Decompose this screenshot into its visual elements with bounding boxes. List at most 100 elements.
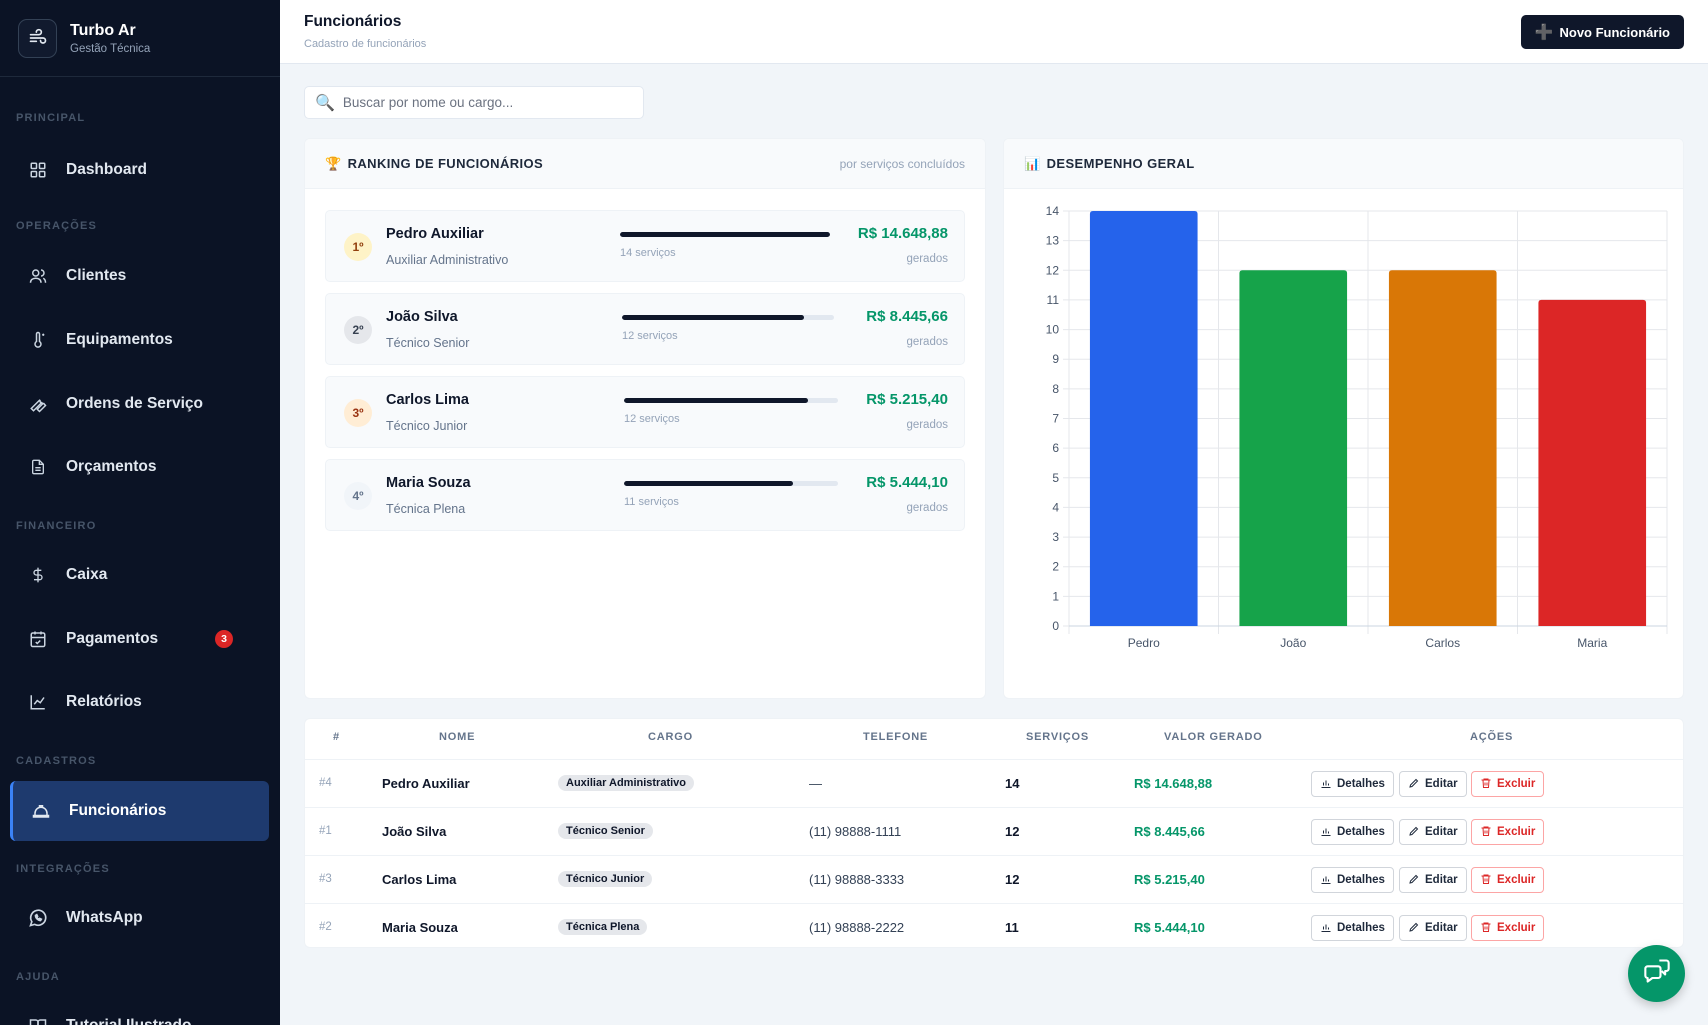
ranking-title: RANKING DE FUNCIONÁRIOS (347, 156, 544, 171)
grid-icon (28, 160, 48, 180)
sidebar-item-clientes[interactable]: Clientes (10, 246, 269, 306)
cell-value: R$ 5.444,10 (1134, 920, 1205, 935)
ranking-item[interactable]: 2º João Silva Técnico Senior 12 serviços… (325, 293, 965, 365)
sidebar-item-relatorios[interactable]: Relatórios (10, 672, 269, 732)
delete-label: Excluir (1497, 922, 1536, 934)
x-tick-label: João (1280, 636, 1306, 650)
new-employee-button[interactable]: ➕ Novo Funcionário (1520, 15, 1684, 49)
y-tick-label: 0 (1052, 619, 1059, 633)
edit-button[interactable]: Editar (1399, 867, 1467, 893)
sidebar: Turbo Ar Gestão Técnica PRINCIPAL Dashbo… (0, 0, 280, 1025)
wrench-icon (28, 394, 48, 414)
delete-button[interactable]: Excluir (1471, 771, 1545, 797)
col-header-nome: NOME (439, 731, 476, 743)
bar-chart-icon (1320, 921, 1337, 936)
delete-button[interactable]: Excluir (1471, 915, 1545, 941)
search-input[interactable] (342, 95, 633, 110)
col-header-cargo: CARGO (648, 731, 693, 743)
bar-maria[interactable] (1538, 299, 1647, 626)
table-row[interactable]: #3 Carlos Lima Técnico Junior (11) 98888-33… (305, 855, 1683, 903)
y-tick-label: 3 (1052, 530, 1059, 544)
rank-role: Técnica Plena (386, 502, 466, 516)
col-header-servicos: SERVIÇOS (1026, 731, 1090, 743)
y-tick-label: 7 (1052, 412, 1059, 426)
sidebar-item-label: Equipamentos (66, 331, 173, 348)
edit-button[interactable]: Editar (1399, 915, 1467, 941)
edit-button[interactable]: Editar (1399, 819, 1467, 845)
employees-table: # NOME CARGO TELEFONE SERVIÇOS VALOR GER… (304, 718, 1684, 948)
cell-services: 11 (1005, 920, 1019, 935)
section-financeiro: FINANCEIRO (16, 520, 97, 532)
delete-button[interactable]: Excluir (1471, 819, 1545, 845)
search-box[interactable]: 🔍 (304, 86, 644, 119)
rank-value: R$ 5.444,10 (866, 474, 948, 491)
sidebar-item-ordens[interactable]: Ordens de Serviço (10, 374, 269, 434)
ranking-item[interactable]: 1º Pedro Auxiliar Auxiliar Administrativ… (325, 210, 965, 282)
bar-carlos[interactable] (1388, 270, 1497, 626)
sidebar-item-caixa[interactable]: Caixa (10, 545, 269, 605)
ranking-item[interactable]: 4º Maria Souza Técnica Plena 11 serviços… (325, 459, 965, 531)
cell-id: #4 (319, 777, 332, 789)
sidebar-item-label: Tutorial Ilustrado (66, 1017, 191, 1025)
delete-button[interactable]: Excluir (1471, 867, 1545, 893)
rank-generated: gerados (906, 502, 948, 514)
sidebar-item-orcamentos[interactable]: Orçamentos (10, 437, 269, 497)
sidebar-item-whatsapp[interactable]: WhatsApp (10, 888, 269, 948)
edit-button[interactable]: Editar (1399, 771, 1467, 797)
rank-name: Pedro Auxiliar (386, 226, 484, 242)
cell-name: Carlos Lima (382, 872, 457, 887)
bar-pedro[interactable] (1089, 211, 1198, 626)
sidebar-item-label: Funcionários (69, 802, 167, 819)
details-button[interactable]: Detalhes (1311, 867, 1394, 893)
sidebar-item-funcionarios[interactable]: Funcionários (10, 781, 269, 841)
rank-progress (622, 315, 834, 320)
trash-icon (1480, 921, 1497, 936)
rank-name: Carlos Lima (386, 392, 469, 408)
delete-label: Excluir (1497, 826, 1536, 838)
brand-name: Turbo Ar (70, 21, 136, 39)
sidebar-item-pagamentos[interactable]: Pagamentos 3 (10, 609, 269, 669)
cell-id: #3 (319, 873, 332, 885)
sidebar-item-dashboard[interactable]: Dashboard (10, 140, 269, 200)
table-row[interactable]: #1 João Silva Técnico Senior (11) 98888-111… (305, 807, 1683, 855)
y-tick-label: 13 (1046, 234, 1060, 248)
y-tick-label: 6 (1052, 441, 1059, 455)
trash-icon (1480, 777, 1497, 792)
sidebar-item-label: Dashboard (66, 161, 147, 178)
role-badge: Técnico Senior (558, 823, 653, 839)
bar-chart-icon (1320, 873, 1337, 888)
ranking-item[interactable]: 3º Carlos Lima Técnico Junior 12 serviço… (325, 376, 965, 448)
ranking-note: por serviços concluídos (839, 156, 965, 171)
pencil-icon (1408, 873, 1425, 888)
details-button[interactable]: Detalhes (1311, 771, 1394, 797)
page-subtitle: Cadastro de funcionários (304, 38, 427, 50)
sidebar-item-tutorial[interactable]: Tutorial Ilustrado (10, 996, 269, 1025)
details-button[interactable]: Detalhes (1311, 915, 1394, 941)
calendar-check-icon (28, 629, 48, 649)
sidebar-item-equipamentos[interactable]: Equipamentos (10, 310, 269, 370)
cell-phone: (11) 98888-2222 (809, 920, 905, 935)
cell-services: 14 (1005, 776, 1020, 791)
sidebar-item-label: Ordens de Serviço (66, 395, 203, 412)
ranking-card: 🏆 RANKING DE FUNCIONÁRIOS por serviços co… (304, 138, 986, 699)
bar-joão[interactable] (1239, 270, 1348, 626)
delete-label: Excluir (1497, 778, 1536, 790)
table-row[interactable]: #4 Pedro Auxiliar Auxiliar Administrativo —… (305, 759, 1683, 807)
rank-position: 3º (344, 399, 372, 427)
y-tick-label: 1 (1052, 589, 1059, 603)
wind-icon (18, 18, 57, 58)
pencil-icon (1408, 921, 1425, 936)
details-button[interactable]: Detalhes (1311, 819, 1394, 845)
bar-chart-icon (1320, 777, 1337, 792)
y-tick-label: 11 (1047, 293, 1060, 307)
table-row[interactable]: #2 Maria Souza Técnica Plena (11) 98888-222… (305, 903, 1683, 947)
rank-generated: gerados (906, 253, 948, 265)
section-integracoes: INTEGRAÇÕES (16, 863, 110, 875)
cell-name: Maria Souza (382, 920, 458, 935)
edit-label: Editar (1425, 778, 1458, 790)
role-badge: Auxiliar Administrativo (558, 775, 695, 791)
brand[interactable]: Turbo Ar Gestão Técnica (0, 0, 280, 77)
cell-services: 12 (1005, 872, 1020, 887)
chat-fab-button[interactable] (1628, 945, 1685, 1002)
bar-chart-icon: 📊 (1024, 155, 1041, 171)
